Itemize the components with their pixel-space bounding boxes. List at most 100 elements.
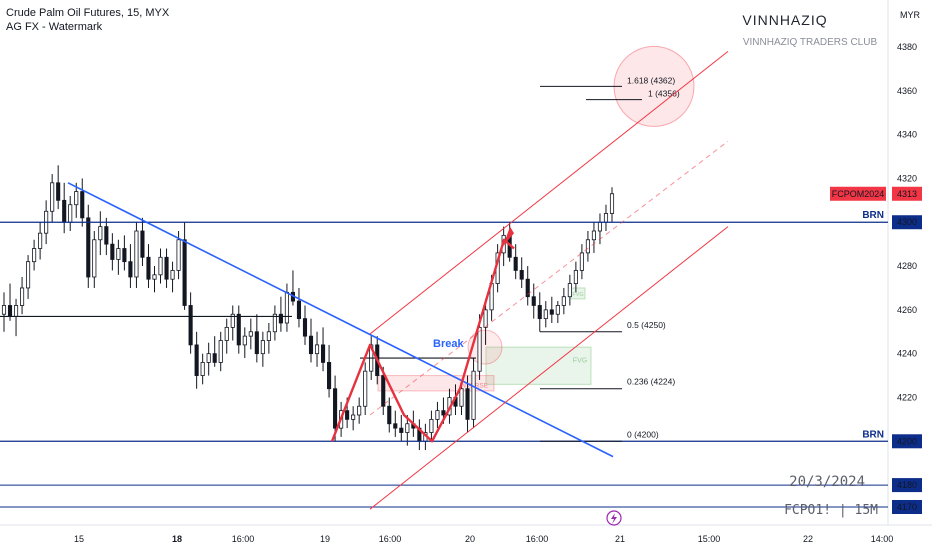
candle-body-down	[302, 318, 308, 337]
candle-body-down	[104, 226, 109, 245]
downtrend-line	[67, 182, 614, 458]
candle-body-up	[272, 313, 277, 333]
candle	[200, 353, 205, 385]
candle-body-down	[513, 256, 518, 271]
candle-body-up	[597, 221, 603, 232]
price-tick: 4360	[897, 86, 917, 96]
candle	[579, 244, 584, 280]
candle	[284, 283, 289, 332]
candle	[26, 255, 31, 299]
candle	[50, 174, 55, 223]
candle-body-up	[26, 261, 31, 289]
candle	[429, 410, 434, 442]
candle	[351, 406, 356, 431]
candle	[561, 287, 566, 315]
candle-body-up	[134, 230, 139, 278]
candle-body-up	[20, 287, 25, 306]
time-axis[interactable]: 15 18 16:00 19 16:00 20 16:00 21 15:00 22 14:00	[74, 534, 893, 544]
price-tick: 4260	[897, 305, 917, 315]
channel-upper	[369, 50, 729, 335]
brn-lower-label: BRN	[862, 429, 884, 440]
candle-body-up	[561, 296, 566, 306]
candle	[290, 270, 296, 306]
candle	[158, 248, 163, 284]
candle	[327, 344, 332, 398]
price-axis[interactable]: MYR 4380 4360 4340 4320 4300 4280 4260 4240 4220 4…	[830, 10, 922, 514]
candle	[266, 323, 271, 354]
candle	[98, 211, 103, 256]
candle	[20, 277, 25, 315]
price-tick: 4180	[897, 480, 917, 490]
candle-body-up	[242, 335, 247, 346]
candle	[417, 419, 422, 451]
candle-body-up	[603, 213, 609, 223]
candle-body-down	[441, 410, 446, 416]
candle	[206, 342, 211, 376]
candle	[146, 244, 151, 288]
candle-body-up	[224, 326, 229, 341]
indicator-title: AG FX - Watermark	[6, 21, 103, 33]
candle	[248, 318, 253, 350]
candle-body-down	[399, 427, 404, 433]
candle-body-down	[164, 256, 169, 280]
time-tick: 16:00	[232, 534, 255, 544]
price-tick-bg	[892, 500, 922, 514]
candle	[188, 292, 193, 354]
candle-body-up	[200, 362, 205, 376]
candle-body-up	[573, 270, 578, 284]
candle	[182, 222, 187, 310]
watermark-subtitle: VINNHAZIQ TRADERS CLUB	[742, 37, 878, 48]
candle	[212, 336, 217, 367]
candle	[591, 222, 596, 253]
candle	[1, 292, 7, 332]
candle	[399, 415, 404, 442]
break-circle	[467, 329, 503, 365]
candle-body-up	[357, 405, 362, 416]
candle-body-up	[585, 239, 590, 254]
candle-body-down	[320, 344, 326, 363]
candle	[128, 244, 133, 288]
candle-body-down	[80, 191, 85, 219]
candle-body-up	[609, 193, 615, 214]
price-tag-symbol-bg	[830, 186, 886, 201]
candle	[543, 301, 548, 328]
candle-body-down	[110, 243, 115, 260]
candle-body-up	[50, 182, 55, 212]
candle	[272, 305, 277, 341]
brn-upper-label: BRN	[862, 210, 884, 221]
candle-body-up	[314, 344, 320, 355]
candle	[122, 235, 127, 271]
candle	[38, 222, 43, 260]
chart-overlays-back: FVGINVERSEFVG	[377, 45, 695, 392]
candle-body-down	[236, 313, 241, 346]
candle	[7, 283, 13, 321]
candle	[555, 301, 560, 323]
candle	[531, 283, 536, 319]
candle	[164, 248, 169, 288]
candle-body-up	[260, 340, 265, 355]
candle-body-up	[579, 252, 584, 271]
candle	[13, 298, 19, 337]
candle	[140, 217, 145, 267]
time-tick: 14:00	[871, 534, 894, 544]
channel-mid	[369, 140, 729, 416]
price-tick: 4220	[897, 392, 917, 402]
candle-body-up	[74, 191, 79, 206]
price-tick: 4340	[897, 130, 917, 140]
candle-body-up	[591, 230, 596, 241]
candle-body-up	[284, 291, 289, 324]
candle	[260, 331, 265, 367]
candle	[62, 182, 67, 234]
candle	[567, 274, 572, 306]
candle	[134, 222, 139, 288]
price-tag-value-bg	[892, 186, 922, 201]
candle	[230, 305, 235, 341]
candle-body-down	[254, 331, 259, 355]
candle-body-up	[248, 331, 253, 337]
candle	[549, 296, 554, 323]
candle-body-up	[351, 414, 356, 420]
candle	[254, 314, 259, 363]
price-tick: 4240	[897, 349, 917, 359]
candle-body-down	[296, 300, 302, 320]
